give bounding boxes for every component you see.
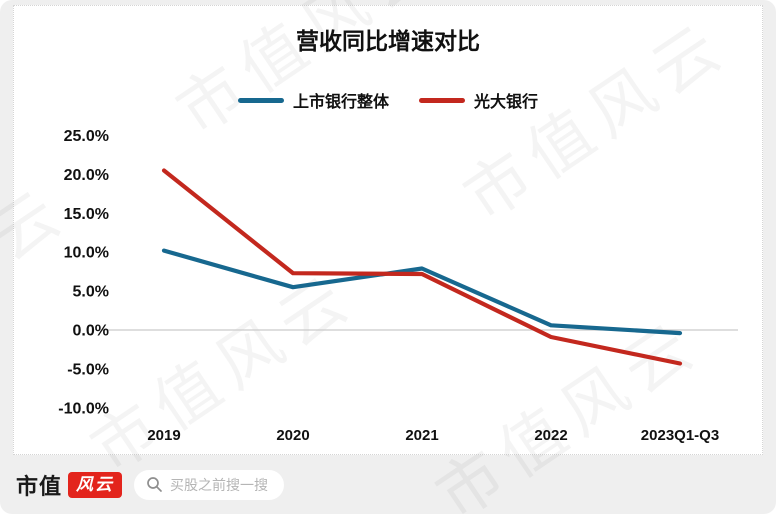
chart-legend: 上市银行整体 光大银行 bbox=[14, 88, 762, 112]
x-axis-tick-label: 2020 bbox=[276, 427, 309, 444]
x-axis-tick-label: 2023Q1-Q3 bbox=[641, 427, 719, 444]
y-axis-tick-label: 25.0% bbox=[64, 128, 109, 145]
x-axis-tick-label: 2019 bbox=[147, 427, 180, 444]
y-axis-tick-label: 15.0% bbox=[64, 206, 109, 223]
search-icon bbox=[146, 476, 163, 493]
legend-swatch bbox=[237, 97, 284, 103]
brand-text: 市值 bbox=[16, 473, 63, 499]
brand-logo-badge: 风云 bbox=[68, 471, 123, 498]
y-axis-tick-label: 20.0% bbox=[64, 167, 109, 184]
search-placeholder: 买股之前搜一搜 bbox=[170, 476, 269, 493]
chart-title: 营收同比增速对比 bbox=[296, 28, 480, 54]
legend-label: 上市银行整体 bbox=[292, 94, 389, 111]
brand-logo: 市值 风云 bbox=[16, 469, 123, 501]
search-bar[interactable]: 买股之前搜一搜 bbox=[134, 469, 285, 500]
legend-label: 光大银行 bbox=[474, 94, 539, 111]
chart-panel: 营收同比增速对比 上市银行整体 光大银行 25.0% 20.0% 15.0% 10.0%… bbox=[13, 5, 763, 455]
series-line-光大银行 bbox=[161, 168, 683, 366]
x-axis-tick-label: 2022 bbox=[534, 427, 567, 444]
legend-item: 光大银行 bbox=[419, 88, 538, 112]
y-axis-tick-label: -10.0% bbox=[58, 400, 109, 417]
series-line-上市银行整体 bbox=[161, 248, 683, 336]
y-axis-tick-label: -5.0% bbox=[67, 361, 109, 378]
y-axis-tick-label: 10.0% bbox=[64, 245, 109, 262]
legend-swatch bbox=[419, 97, 465, 103]
line-chart: 25.0% 20.0% 15.0% 10.0% 5.0% 0.0% -5.0% -10.0% 2… bbox=[58, 128, 738, 444]
y-axis-tick-label: 5.0% bbox=[73, 284, 109, 301]
legend-item: 上市银行整体 bbox=[237, 88, 389, 112]
footer-bar: 市值 风云 买股之前搜一搜 bbox=[0, 455, 776, 514]
y-axis-tick-label: 0.0% bbox=[73, 323, 109, 340]
x-axis-tick-label: 2021 bbox=[405, 427, 438, 444]
